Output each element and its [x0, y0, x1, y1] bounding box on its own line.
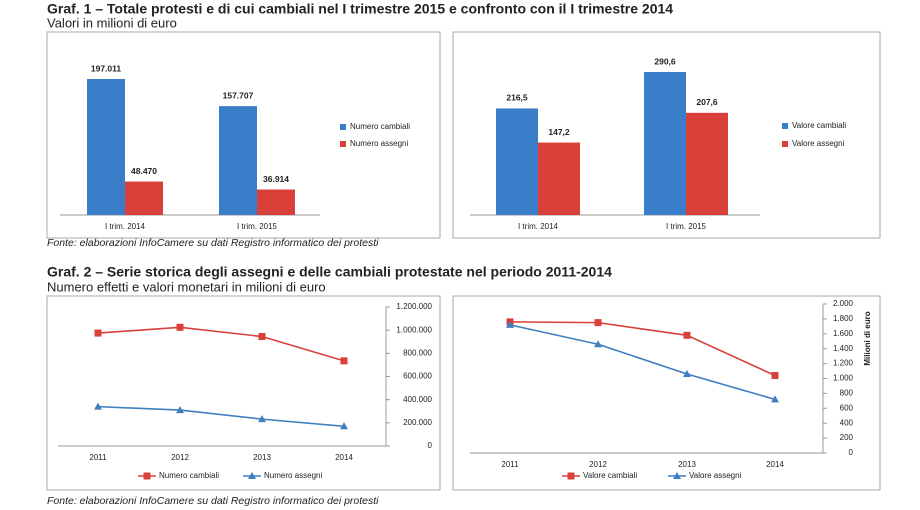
- marker: [176, 406, 184, 414]
- bar: [219, 106, 257, 215]
- y-tick-label: 1.400: [833, 344, 854, 353]
- marker: [94, 402, 102, 410]
- chart-frame: [452, 295, 881, 491]
- legend-label: Valore assegni: [792, 139, 845, 148]
- legend-swatch: [782, 141, 788, 147]
- value-label: 197.011: [91, 63, 122, 73]
- x-tick-label: I trim. 2014: [105, 222, 146, 231]
- value-label: 290,6: [654, 56, 676, 66]
- marker: [594, 340, 602, 348]
- y-tick-label: 400.000: [403, 395, 432, 404]
- bar: [496, 108, 538, 215]
- marker: [340, 357, 348, 365]
- bar: [538, 142, 580, 215]
- x-tick-label: 2011: [89, 453, 107, 462]
- value-label: 147,2: [548, 127, 570, 137]
- legend-label: Valore cambiali: [792, 121, 846, 130]
- value-label: 216,5: [506, 93, 528, 103]
- legend-swatch: [340, 141, 346, 147]
- x-tick-label: I trim. 2014: [518, 222, 559, 231]
- bar: [125, 181, 163, 215]
- marker: [258, 333, 266, 341]
- line: [509, 324, 776, 401]
- section-title: Graf. 1 – Totale protesti e di cui cambi…: [47, 1, 673, 17]
- y-tick-label: 1.600: [833, 329, 854, 338]
- marker: [771, 395, 779, 403]
- marker: [506, 320, 514, 328]
- x-tick-label: 2013: [253, 453, 271, 462]
- marker: [340, 422, 348, 430]
- bar: [87, 79, 125, 215]
- line: [97, 405, 345, 428]
- y-tick-label: 600: [840, 403, 854, 412]
- value-label: 36.914: [263, 174, 289, 184]
- legend-label: Numero cambiali: [159, 471, 219, 480]
- bar: [686, 112, 728, 215]
- y-tick-label: 800.000: [403, 348, 432, 357]
- chart-frame: [452, 31, 881, 239]
- x-tick-label: I trim. 2015: [666, 222, 707, 231]
- marker: [94, 329, 102, 337]
- y-tick-label: 2.000: [833, 299, 854, 308]
- legend-swatch: [340, 124, 346, 130]
- y-tick-label: 1.800: [833, 314, 854, 323]
- y-tick-label: 600.000: [403, 372, 432, 381]
- y-tick-label: 1.200.000: [396, 302, 432, 311]
- x-tick-label: 2012: [171, 453, 189, 462]
- x-tick-label: 2012: [589, 460, 607, 469]
- marker: [771, 372, 779, 380]
- y-tick-label: 800: [840, 389, 854, 398]
- x-tick-label: 2014: [335, 453, 353, 462]
- value-label: 48.470: [131, 166, 157, 176]
- section-subtitle: Numero effetti e valori monetari in mili…: [47, 279, 326, 294]
- y-tick-label: 400: [840, 418, 854, 427]
- legend-label: Numero cambiali: [350, 122, 410, 131]
- legend-label: Numero assegni: [350, 139, 408, 148]
- value-label: 207,6: [696, 97, 718, 107]
- chart-frame: [46, 295, 441, 491]
- bar: [257, 189, 295, 215]
- line: [97, 326, 345, 362]
- source: Fonte: elaborazioni InfoCamere su dati R…: [47, 495, 379, 507]
- marker: [567, 472, 575, 480]
- value-label: 157.707: [223, 90, 254, 100]
- y-tick-label: 1.000.000: [396, 325, 432, 334]
- legend-label: Valore assegni: [689, 471, 742, 480]
- source: Fonte: elaborazioni InfoCamere su dati R…: [47, 237, 379, 249]
- marker: [143, 472, 151, 480]
- line: [509, 321, 776, 377]
- x-tick-label: I trim. 2015: [237, 222, 278, 231]
- marker: [176, 323, 184, 331]
- legend-swatch: [782, 123, 788, 129]
- section-subtitle: Valori in milioni di euro: [47, 15, 177, 30]
- y-tick-label: 200.000: [403, 418, 432, 427]
- y-axis-label: Milioni di euro: [863, 311, 872, 365]
- legend-label: Numero assegni: [264, 471, 322, 480]
- legend-label: Valore cambiali: [583, 471, 637, 480]
- y-tick-label: 0: [428, 441, 433, 450]
- marker: [673, 472, 681, 479]
- chart-frame: [46, 31, 441, 239]
- marker: [594, 319, 602, 327]
- x-tick-label: 2014: [766, 460, 784, 469]
- x-tick-label: 2013: [678, 460, 696, 469]
- section-title: Graf. 2 – Serie storica degli assegni e …: [47, 264, 612, 280]
- y-tick-label: 1.200: [833, 359, 854, 368]
- y-tick-label: 0: [849, 448, 854, 457]
- y-tick-label: 1.000: [833, 374, 854, 383]
- marker: [683, 370, 691, 378]
- marker: [258, 415, 266, 423]
- marker: [683, 331, 691, 339]
- marker: [248, 472, 256, 479]
- bar: [644, 72, 686, 215]
- x-tick-label: 2011: [501, 460, 519, 469]
- y-tick-label: 200: [840, 433, 854, 442]
